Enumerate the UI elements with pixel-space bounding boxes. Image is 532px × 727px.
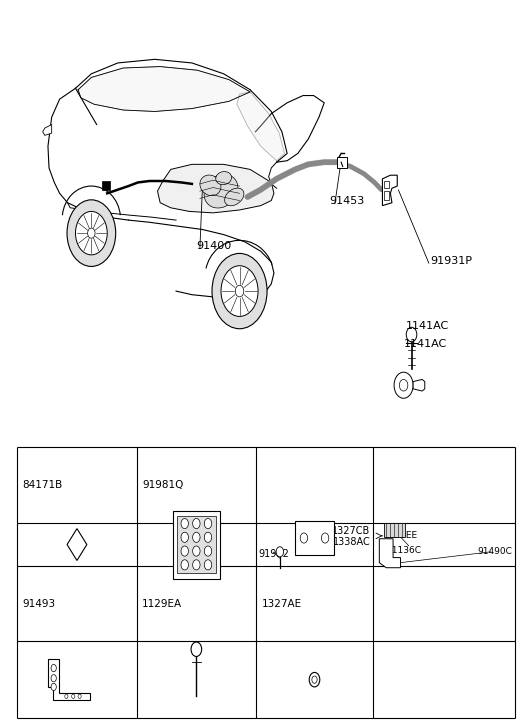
Circle shape bbox=[204, 532, 212, 542]
Text: 84171B: 84171B bbox=[22, 480, 63, 490]
Polygon shape bbox=[78, 67, 250, 111]
FancyBboxPatch shape bbox=[337, 157, 347, 168]
Polygon shape bbox=[237, 92, 285, 161]
Circle shape bbox=[51, 683, 56, 691]
Circle shape bbox=[400, 379, 408, 391]
Circle shape bbox=[193, 518, 200, 529]
Circle shape bbox=[193, 560, 200, 570]
Circle shape bbox=[406, 327, 417, 342]
Circle shape bbox=[78, 694, 81, 699]
Circle shape bbox=[204, 518, 212, 529]
Circle shape bbox=[321, 533, 329, 543]
Polygon shape bbox=[413, 379, 425, 391]
Circle shape bbox=[181, 560, 188, 570]
Circle shape bbox=[51, 664, 56, 672]
Text: 1338AC: 1338AC bbox=[332, 537, 370, 547]
Circle shape bbox=[67, 200, 115, 267]
Circle shape bbox=[193, 546, 200, 556]
Text: 1327AE: 1327AE bbox=[261, 598, 302, 608]
Text: 91493: 91493 bbox=[22, 598, 56, 608]
Circle shape bbox=[65, 694, 68, 699]
Circle shape bbox=[312, 676, 317, 683]
FancyBboxPatch shape bbox=[384, 523, 405, 537]
Circle shape bbox=[76, 212, 107, 255]
Circle shape bbox=[181, 532, 188, 542]
Text: 91136C: 91136C bbox=[386, 546, 421, 555]
Circle shape bbox=[191, 642, 202, 656]
Text: 1327CB: 1327CB bbox=[332, 526, 370, 536]
FancyBboxPatch shape bbox=[295, 521, 334, 555]
Text: 91952: 91952 bbox=[259, 549, 289, 559]
Ellipse shape bbox=[204, 174, 238, 208]
Circle shape bbox=[235, 285, 244, 297]
Text: 91981Q: 91981Q bbox=[142, 480, 184, 490]
Circle shape bbox=[204, 546, 212, 556]
Polygon shape bbox=[48, 659, 90, 700]
Circle shape bbox=[212, 254, 267, 329]
Circle shape bbox=[394, 372, 413, 398]
FancyBboxPatch shape bbox=[384, 191, 389, 200]
FancyBboxPatch shape bbox=[173, 510, 220, 579]
Text: 1141AC: 1141AC bbox=[404, 339, 447, 349]
Ellipse shape bbox=[200, 175, 221, 196]
Circle shape bbox=[193, 532, 200, 542]
Circle shape bbox=[181, 518, 188, 529]
Circle shape bbox=[276, 547, 284, 557]
FancyBboxPatch shape bbox=[177, 516, 215, 573]
Ellipse shape bbox=[225, 188, 244, 206]
Circle shape bbox=[221, 266, 258, 316]
Circle shape bbox=[300, 533, 307, 543]
Text: 91400: 91400 bbox=[196, 241, 231, 252]
Polygon shape bbox=[67, 529, 87, 561]
Circle shape bbox=[72, 694, 75, 699]
Polygon shape bbox=[157, 164, 274, 213]
Circle shape bbox=[88, 228, 95, 238]
Circle shape bbox=[309, 672, 320, 687]
FancyBboxPatch shape bbox=[384, 181, 389, 188]
FancyBboxPatch shape bbox=[102, 181, 110, 190]
Circle shape bbox=[204, 560, 212, 570]
Text: 91453: 91453 bbox=[329, 196, 365, 206]
Text: 91931P: 91931P bbox=[430, 256, 472, 266]
Polygon shape bbox=[43, 124, 52, 135]
Text: 1141AC: 1141AC bbox=[406, 321, 450, 331]
Polygon shape bbox=[383, 175, 397, 206]
Ellipse shape bbox=[216, 172, 231, 185]
Text: 1129EA: 1129EA bbox=[142, 598, 182, 608]
Polygon shape bbox=[379, 539, 401, 568]
Text: 1129EE: 1129EE bbox=[384, 531, 418, 540]
Circle shape bbox=[181, 546, 188, 556]
Text: 91490C: 91490C bbox=[477, 547, 512, 556]
Circle shape bbox=[51, 675, 56, 682]
